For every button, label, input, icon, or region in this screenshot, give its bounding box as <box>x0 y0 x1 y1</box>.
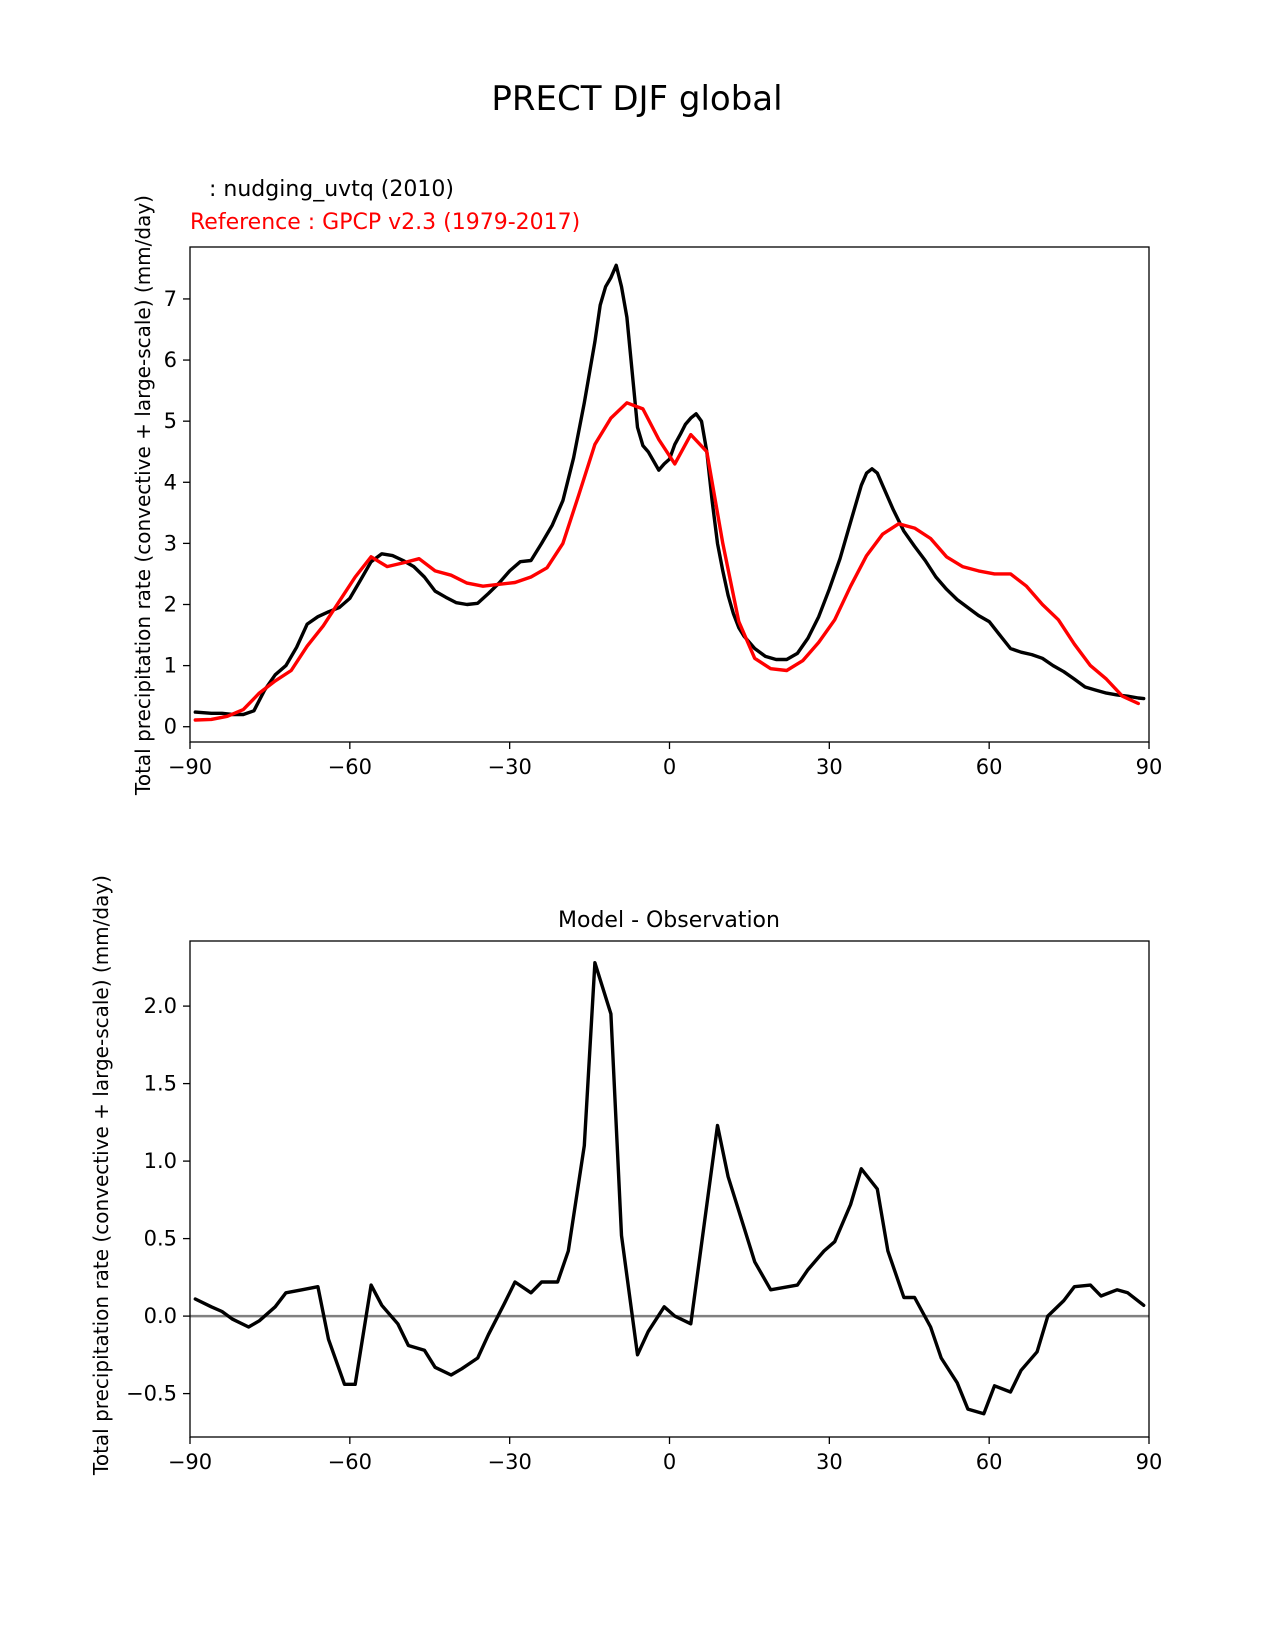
test-legend-label: : nudging_uvtq (2010) <box>195 177 454 202</box>
top-plot-frame <box>189 246 1150 743</box>
top-ylabel: Total precipitation rate (convective + l… <box>131 195 155 796</box>
top-ytick-label: 5 <box>164 409 177 433</box>
bottom-title: Model - Observation <box>558 908 780 933</box>
bottom-xtick-label: 90 <box>1136 1450 1163 1474</box>
top-ytick-label: 3 <box>164 531 177 555</box>
bottom-xtick-label: 30 <box>816 1450 843 1474</box>
reference-legend-label: Reference : GPCP v2.3 (1979-2017) <box>190 210 580 235</box>
top-series-line-reference <box>193 401 1141 722</box>
top-series-line-model <box>193 263 1146 717</box>
bottom-ytick-label: 0.5 <box>144 1227 177 1251</box>
top-ticks: −90 −60 −30 0 30 60 90 0 1 2 3 4 5 6 7 <box>164 287 1163 779</box>
bottom-ticks: −90 −60 −30 0 30 60 90 −0.5 0.0 0.5 1.0 1.5 2.0 <box>126 994 1162 1474</box>
top-xtick-label: 90 <box>1136 755 1163 779</box>
top-xtick-label: 0 <box>663 755 676 779</box>
top-ytick-label: 2 <box>164 593 177 617</box>
bottom-xtick-label: −90 <box>168 1450 212 1474</box>
bottom-ytick-label: 1.0 <box>144 1149 177 1173</box>
bottom-xtick-label: 60 <box>976 1450 1003 1474</box>
top-xtick-label: −30 <box>488 755 532 779</box>
bottom-ylabel: Total precipitation rate (convective + l… <box>89 875 113 1476</box>
top-xtick-label: −60 <box>328 755 372 779</box>
top-ytick-label: 6 <box>164 348 177 372</box>
bottom-ytick-label: −0.5 <box>126 1382 177 1406</box>
top-ytick-label: 7 <box>164 287 177 311</box>
top-xtick-label: −90 <box>168 755 212 779</box>
bottom-xtick-label: −60 <box>328 1450 372 1474</box>
top-ytick-label: 4 <box>164 470 177 494</box>
bottom-ytick-label: 1.5 <box>144 1072 177 1096</box>
top-ytick-label: 1 <box>164 654 177 678</box>
bottom-xtick-label: 0 <box>663 1450 676 1474</box>
bottom-plot-frame <box>189 940 1150 1438</box>
top-xtick-label: 30 <box>816 755 843 779</box>
bottom-panel: Model - Observation Total precipitation … <box>89 875 1162 1476</box>
top-panel: : nudging_uvtq (2010) Reference : GPCP v… <box>131 177 1162 796</box>
bottom-ytick-label: 0.0 <box>144 1304 177 1328</box>
top-ytick-label: 0 <box>164 715 177 739</box>
bottom-xtick-label: −30 <box>488 1450 532 1474</box>
top-xtick-label: 60 <box>976 755 1003 779</box>
bottom-ytick-label: 2.0 <box>144 994 177 1018</box>
figure-title: PRECT DJF global <box>491 79 782 119</box>
top-lines <box>193 263 1146 722</box>
bottom-lines <box>190 961 1149 1416</box>
bottom-series-line-model <box>193 961 1146 1416</box>
